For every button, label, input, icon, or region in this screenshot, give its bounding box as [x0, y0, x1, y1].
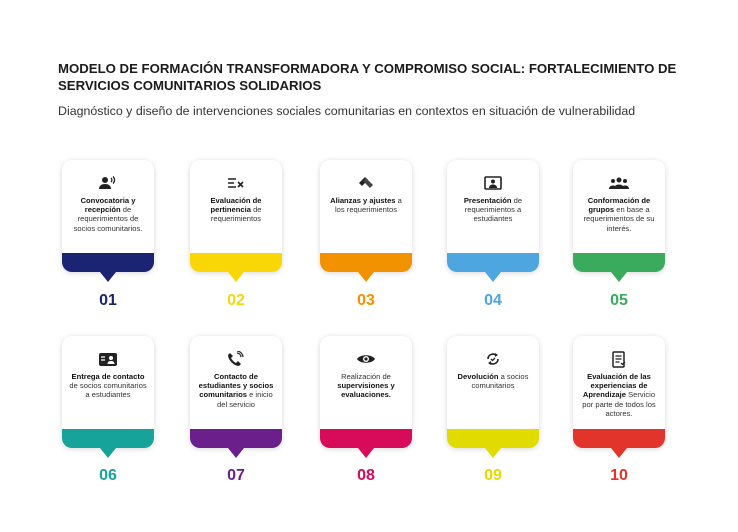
step-number: 08 [357, 467, 375, 484]
step-description: Entrega de contacto de socios comunitari… [67, 372, 149, 400]
step-number: 06 [99, 467, 117, 484]
step-text-bold: supervisiones y evaluaciones. [337, 381, 395, 400]
step-color-band [62, 429, 154, 448]
step-description: Contacto de estudiantes y socios comunit… [195, 372, 277, 409]
step-color-band [62, 253, 154, 272]
step-text-bold: Entrega de contacto [71, 372, 145, 381]
step-pointer [485, 448, 501, 458]
step-card-08: Realización de supervisiones y evaluacio… [320, 336, 412, 448]
step-card-02: Evaluación de pertinencia de requerimien… [190, 160, 282, 272]
step-description: Convocatoria y recepción de requerimient… [67, 196, 149, 233]
handshake-icon [320, 174, 412, 192]
group-icon [573, 174, 665, 192]
refresh-icon [447, 350, 539, 368]
step-text-rest: a socios comunitarios [471, 372, 529, 391]
step-pointer [228, 272, 244, 282]
step-card-06: Entrega de contacto de socios comunitari… [62, 336, 154, 448]
presentation-icon [447, 174, 539, 192]
report-icon [573, 350, 665, 368]
step-text-bold: Evaluación de las experiencias de Aprend… [582, 372, 651, 400]
step-text-bold: Alianzas y ajustes [330, 196, 396, 205]
step-card-10: Evaluación de las experiencias de Aprend… [573, 336, 665, 448]
step-description: Realización de supervisiones y evaluacio… [325, 372, 407, 400]
step-text-rest: de socios comunitarios a estudiantes [69, 381, 147, 400]
step-pointer [611, 272, 627, 282]
step-text-rest: en base a requerimientos de su interés. [583, 205, 655, 233]
step-text-bold: Conformación de grupos [587, 196, 651, 215]
step-description: Devolución a socios comunitarios [452, 372, 534, 390]
phone-contact-icon [190, 350, 282, 368]
step-pointer [358, 272, 374, 282]
step-color-band [573, 253, 665, 272]
person-speaking-icon [62, 174, 154, 192]
step-card-03: Alianzas y ajustes a los requerimientos [320, 160, 412, 272]
step-pointer [228, 448, 244, 458]
step-number: 07 [227, 467, 245, 484]
step-description: Evaluación de las experiencias de Aprend… [578, 372, 660, 418]
step-color-band [447, 429, 539, 448]
page-title: MODELO DE FORMACIÓN TRANSFORMADORA Y COM… [58, 61, 677, 93]
step-color-band [447, 253, 539, 272]
step-number: 01 [99, 292, 117, 309]
step-description: Presentación de requerimientos a estudia… [452, 196, 534, 224]
step-text-rest: a los requerimientos [334, 196, 402, 215]
step-card-05: Conformación de grupos en base a requeri… [573, 160, 665, 272]
step-text-rest: de requerimientos [210, 205, 262, 224]
step-pointer [358, 448, 374, 458]
step-color-band [573, 429, 665, 448]
step-number: 02 [227, 292, 245, 309]
step-description: Conformación de grupos en base a requeri… [578, 196, 660, 233]
step-card-01: Convocatoria y recepción de requerimient… [62, 160, 154, 272]
step-color-band [190, 253, 282, 272]
step-number: 04 [484, 292, 502, 309]
step-card-09: Devolución a socios comunitarios [447, 336, 539, 448]
step-text-rest: de requerimientos a estudiantes [464, 196, 523, 224]
step-pointer [100, 272, 116, 282]
step-color-band [320, 429, 412, 448]
step-number: 03 [357, 292, 375, 309]
step-text-rest: de requerimientos de socios comunitarios… [73, 205, 143, 233]
step-card-04: Presentación de requerimientos a estudia… [447, 160, 539, 272]
step-pointer [611, 448, 627, 458]
step-number: 09 [484, 467, 502, 484]
step-description: Evaluación de pertinencia de requerimien… [195, 196, 277, 224]
step-text-bold: Presentación [463, 196, 512, 205]
step-number: 10 [610, 467, 628, 484]
step-color-band [190, 429, 282, 448]
contact-card-icon [62, 350, 154, 368]
page-subtitle: Diagnóstico y diseño de intervenciones s… [58, 104, 636, 118]
checklist-icon [190, 174, 282, 192]
step-color-band [320, 253, 412, 272]
step-text-bold: Evaluación de pertinencia [210, 196, 262, 215]
step-text-prefix: Realización de [341, 372, 391, 381]
step-card-07: Contacto de estudiantes y socios comunit… [190, 336, 282, 448]
step-text-bold: Convocatoria y recepción [80, 196, 136, 215]
step-text-bold: Devolución [457, 372, 499, 381]
step-pointer [485, 272, 501, 282]
step-description: Alianzas y ajustes a los requerimientos [325, 196, 407, 214]
step-pointer [100, 448, 116, 458]
step-text-bold: Contacto de estudiantes y socios comunit… [198, 372, 274, 400]
step-text-rest: e inicio del servicio [217, 390, 273, 409]
step-number: 05 [610, 292, 628, 309]
eye-icon [320, 350, 412, 368]
step-text-rest: Servicio por parte de todos los actores. [582, 390, 656, 418]
